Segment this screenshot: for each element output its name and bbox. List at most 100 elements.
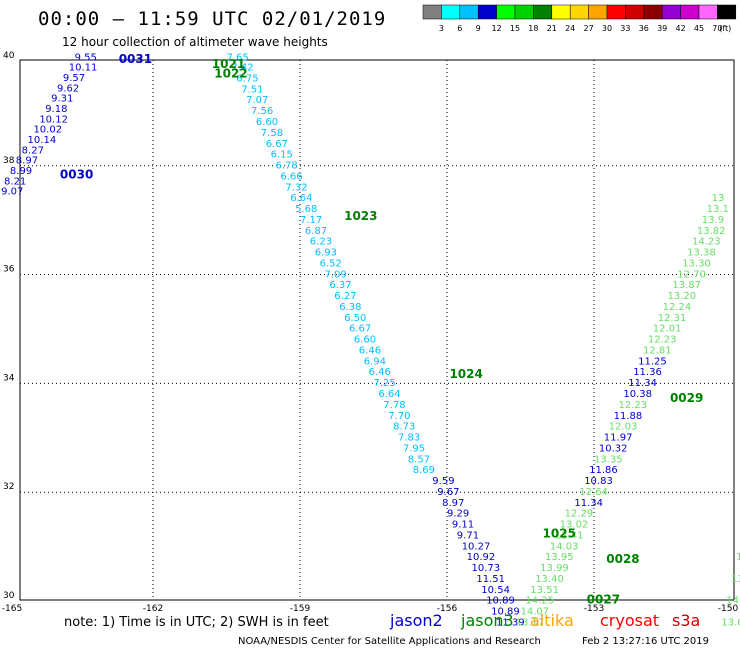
swh-value: 6.46 xyxy=(359,345,381,356)
swh-value: 9.29 xyxy=(447,509,469,520)
scale-swatch xyxy=(551,4,571,20)
swh-value: 11.88 xyxy=(614,411,643,422)
swh-value: 11.86 xyxy=(589,465,618,476)
swh-value: 6.23 xyxy=(310,237,332,248)
swh-value: 10.32 xyxy=(599,443,628,454)
scale-label: 39 xyxy=(657,24,667,33)
swh-value: 10.83 xyxy=(584,476,613,487)
swh-value: 6.78 xyxy=(276,161,298,172)
swh-value: 13.51 xyxy=(530,585,559,596)
pass-id-label: 0030 xyxy=(60,167,93,181)
scale-label: 42 xyxy=(676,24,686,33)
swh-value: 7.07 xyxy=(246,95,268,106)
swh-value: 9.18 xyxy=(45,104,67,115)
swh-value: 8.27 xyxy=(22,145,44,156)
swh-value: 12.23 xyxy=(619,400,648,411)
swh-value: 13.87 xyxy=(672,280,701,291)
legend-altika: altika xyxy=(530,611,574,630)
lon-tick-label: -156 xyxy=(437,604,458,614)
swh-value: 10.11 xyxy=(69,63,98,74)
lat-tick-label: 36 xyxy=(3,265,15,275)
swh-value: 12.81 xyxy=(643,345,672,356)
swh-value: 13.38 xyxy=(687,248,716,259)
swh-value: 13 xyxy=(712,193,725,204)
swh-value: 13.40 xyxy=(535,574,564,585)
swh-value: 6.64 xyxy=(378,389,400,400)
scale-label: 9 xyxy=(476,24,481,33)
scale-swatch xyxy=(588,4,608,20)
swh-value: 14.23 xyxy=(692,237,721,248)
swh-value: 8.97 xyxy=(442,498,464,509)
swh-value: 6.37 xyxy=(329,280,351,291)
scale-label: 70 xyxy=(712,24,722,33)
swh-value: 12.03 xyxy=(609,422,638,433)
scale-swatch xyxy=(606,4,626,20)
swh-value: 8.97 xyxy=(16,156,38,167)
plot-frame xyxy=(19,59,735,601)
swh-value: 7.83 xyxy=(398,433,420,444)
swh-value: 9.71 xyxy=(457,530,479,541)
swh-value: 13.99 xyxy=(540,563,569,574)
swh-value: 6.94 xyxy=(364,356,386,367)
swh-value: 7.78 xyxy=(383,400,405,411)
swh-value: 12.31 xyxy=(658,313,687,324)
scale-swatch xyxy=(569,4,589,20)
swh-value: 12.23 xyxy=(648,335,677,346)
swh-value: 7.56 xyxy=(251,106,273,117)
swh-value: 8.99 xyxy=(10,166,32,177)
swh-value: 10.27 xyxy=(462,541,491,552)
lon-tick-label: -153 xyxy=(584,604,604,614)
scale-label: 21 xyxy=(547,24,557,33)
swh-value: 6.93 xyxy=(315,248,337,259)
swh-value: 13.82 xyxy=(697,226,726,237)
swh-value: 10.02 xyxy=(33,125,62,136)
scale-label: (ft) xyxy=(719,24,731,33)
swh-value: 6.67 xyxy=(349,324,371,335)
scale-label: 27 xyxy=(584,24,594,33)
swh-value: 10.54 xyxy=(481,585,510,596)
scale-swatch xyxy=(643,4,663,20)
swh-value: 11.34 xyxy=(574,498,603,509)
swh-value: 7.09 xyxy=(325,269,347,280)
swh-value: 10.92 xyxy=(467,552,496,563)
swh-value: 6.46 xyxy=(369,367,391,378)
swh-value: 7.58 xyxy=(261,128,283,139)
scale-swatch xyxy=(717,4,737,20)
swh-value: 7.70 xyxy=(388,411,410,422)
pass-id-label: 1022 xyxy=(214,67,247,81)
swh-value: 7.32 xyxy=(285,182,307,193)
swh-value: 9.59 xyxy=(432,476,454,487)
swh-value: 13.17 xyxy=(516,617,545,628)
lat-tick-label: 32 xyxy=(3,482,14,492)
scale-label: 15 xyxy=(510,24,520,33)
swh-value: 7.65 xyxy=(227,52,249,63)
swh-value: 12.01 xyxy=(653,324,682,335)
lon-tick-label: -165 xyxy=(2,604,22,614)
pass-id-label: 1023 xyxy=(344,209,377,223)
swh-value: 13.95 xyxy=(545,552,574,563)
pass-id-label: 1025 xyxy=(543,526,576,540)
pass-id-label: 0029 xyxy=(670,391,703,405)
swh-value: 9.31 xyxy=(51,94,73,105)
scale-label: 30 xyxy=(602,24,612,33)
swh-value: 13.30 xyxy=(682,258,711,269)
lon-tick-label: -162 xyxy=(143,604,163,614)
swh-value: 10.14 xyxy=(28,135,57,146)
scale-swatch xyxy=(422,4,442,20)
swh-value: 14.5 xyxy=(736,552,740,563)
credit-line: NOAA/NESDIS Center for Satellite Applica… xyxy=(238,636,541,647)
swh-value: 7.25 xyxy=(374,378,396,389)
footnote: note: 1) Time is in UTC; 2) SWH is in fe… xyxy=(64,615,329,630)
swh-value: 6.15 xyxy=(271,150,293,161)
scale-label: 45 xyxy=(694,24,704,33)
swh-value: 9.67 xyxy=(437,487,459,498)
scale-label: 3 xyxy=(439,24,444,33)
swh-value: 8.57 xyxy=(408,454,430,465)
satellite-legend: jason2 jason3 altika cryosat s3a xyxy=(389,611,700,630)
scale-label: 18 xyxy=(528,24,538,33)
legend-jason2: jason2 xyxy=(389,611,443,630)
pass-id-label: 0031 xyxy=(119,52,152,66)
swh-value: 6.60 xyxy=(256,117,278,128)
scale-swatch xyxy=(514,4,534,20)
pass-id-label: 1024 xyxy=(449,367,482,381)
